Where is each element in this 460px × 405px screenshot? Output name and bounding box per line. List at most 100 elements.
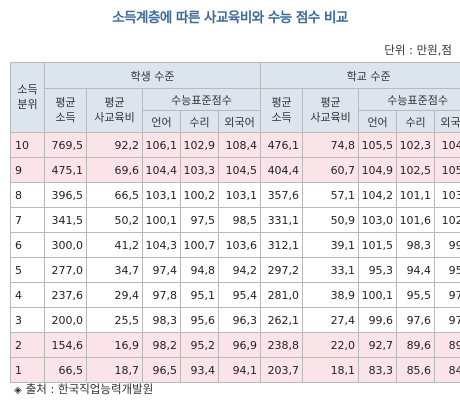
cell-student-math: 95,1 bbox=[180, 282, 219, 308]
table-row: 8 396,5 66,5 103,1 100,2 103,1 357,6 57,1 104,2 1… bbox=[10, 182, 460, 208]
cell-school-math: 101,6 bbox=[396, 207, 436, 233]
cell-rank: 5 bbox=[10, 257, 45, 283]
cell-school-korean: 95,3 bbox=[358, 257, 398, 283]
cell-student-avg-tutoring: 25,5 bbox=[86, 307, 143, 333]
cell-school-avg-income: 476,1 bbox=[260, 132, 304, 158]
cell-rank: 3 bbox=[10, 307, 45, 333]
comparison-table: 소득 분위 학생 수준 학교 수준 평균 소득 평균 사교육비 수능표준점수 평… bbox=[10, 62, 460, 383]
cell-school-avg-tutoring: 22,0 bbox=[302, 332, 360, 358]
cell-school-avg-tutoring: 39,1 bbox=[302, 232, 360, 258]
header-student-korean: 언어 bbox=[142, 110, 181, 133]
cell-school-avg-tutoring: 38,9 bbox=[302, 282, 360, 308]
cell-rank: 2 bbox=[10, 332, 45, 358]
source-text: 출처 : 한국직업능력개발원 bbox=[25, 382, 154, 396]
cell-student-math: 103,3 bbox=[180, 157, 219, 183]
cell-school-math: 85,6 bbox=[396, 357, 436, 383]
cell-school-math: 94,4 bbox=[396, 257, 436, 283]
table-row: 3 200,0 25,5 98,3 95,6 96,3 262,1 27,4 99,6 97,6 9… bbox=[10, 307, 460, 333]
cell-school-avg-income: 262,1 bbox=[260, 307, 304, 333]
cell-rank: 1 bbox=[10, 357, 45, 383]
cell-school-avg-income: 238,8 bbox=[260, 332, 304, 358]
cell-school-math: 101,1 bbox=[396, 182, 436, 208]
cell-student-english: 95,4 bbox=[217, 282, 262, 308]
header-student-avg-income: 평균 소득 bbox=[44, 88, 87, 133]
table-row: 10 769,5 92,2 106,1 102,9 108,4 476,1 74,8 105,5… bbox=[10, 132, 460, 158]
cell-school-avg-income: 281,0 bbox=[260, 282, 304, 308]
table-row: 5 277,0 34,7 97,4 94,8 94,2 297,2 33,1 95,3 94,4 9… bbox=[10, 257, 460, 283]
table-row: 9 475,1 69,6 104,4 103,3 104,5 404,4 60,7 104,9 1… bbox=[10, 157, 460, 183]
cell-school-english: 103,7 bbox=[434, 182, 460, 208]
source-note: ◈ 출처 : 한국직업능력개발원 bbox=[14, 381, 153, 397]
cell-student-math: 97,5 bbox=[180, 207, 219, 233]
cell-student-english: 96,3 bbox=[217, 307, 262, 333]
cell-student-avg-tutoring: 29,4 bbox=[86, 282, 143, 308]
cell-student-korean: 98,3 bbox=[142, 307, 181, 333]
cell-school-english: 97,8 bbox=[434, 282, 460, 308]
cell-school-math: 97,6 bbox=[396, 307, 436, 333]
cell-school-avg-tutoring: 74,8 bbox=[302, 132, 360, 158]
cell-school-korean: 103,0 bbox=[358, 207, 398, 233]
cell-student-avg-tutoring: 34,7 bbox=[86, 257, 143, 283]
header-rank: 소득 분위 bbox=[10, 62, 45, 133]
cell-student-english: 94,1 bbox=[217, 357, 262, 383]
header-school-korean: 언어 bbox=[358, 110, 398, 133]
cell-rank: 4 bbox=[10, 282, 45, 308]
cell-student-avg-tutoring: 16,9 bbox=[86, 332, 143, 358]
header-student-avg-income-label: 평균 소득 bbox=[55, 95, 76, 124]
cell-student-korean: 100,1 bbox=[142, 207, 181, 233]
cell-school-english: 84,1 bbox=[434, 357, 460, 383]
table-row: 6 300,0 41,2 104,3 100,7 103,6 312,1 39,1 101,5 9… bbox=[10, 232, 460, 258]
cell-student-avg-tutoring: 41,2 bbox=[86, 232, 143, 258]
header-school-level: 학교 수준 bbox=[260, 62, 460, 89]
cell-student-math: 95,2 bbox=[180, 332, 219, 358]
cell-school-avg-income: 357,6 bbox=[260, 182, 304, 208]
cell-school-korean: 105,5 bbox=[358, 132, 398, 158]
cell-school-korean: 100,1 bbox=[358, 282, 398, 308]
unit-label: 단위 : 만원,점 bbox=[384, 43, 452, 57]
cell-student-avg-tutoring: 18,7 bbox=[86, 357, 143, 383]
cell-student-avg-income: 200,0 bbox=[44, 307, 87, 333]
cell-school-english: 95,1 bbox=[434, 257, 460, 283]
diamond-bullet-icon: ◈ bbox=[14, 385, 22, 396]
cell-student-math: 93,4 bbox=[180, 357, 219, 383]
cell-student-avg-income: 154,6 bbox=[44, 332, 87, 358]
cell-student-avg-income: 300,0 bbox=[44, 232, 87, 258]
cell-school-english: 97,0 bbox=[434, 307, 460, 333]
cell-student-korean: 97,4 bbox=[142, 257, 181, 283]
cell-student-english: 108,4 bbox=[217, 132, 262, 158]
cell-school-math: 95,5 bbox=[396, 282, 436, 308]
header-student-csat: 수능표준점수 bbox=[141, 88, 262, 111]
header-school-avg-income: 평균 소득 bbox=[260, 88, 304, 133]
cell-school-avg-tutoring: 33,1 bbox=[302, 257, 360, 283]
cell-school-avg-tutoring: 60,7 bbox=[302, 157, 360, 183]
cell-student-avg-tutoring: 92,2 bbox=[86, 132, 143, 158]
cell-student-english: 103,1 bbox=[217, 182, 262, 208]
cell-student-korean: 97,8 bbox=[142, 282, 181, 308]
cell-student-math: 100,2 bbox=[180, 182, 219, 208]
header-school-english: 외국어 bbox=[434, 110, 460, 133]
cell-school-avg-income: 203,7 bbox=[260, 357, 304, 383]
cell-student-korean: 96,5 bbox=[142, 357, 181, 383]
cell-student-avg-income: 769,5 bbox=[44, 132, 87, 158]
cell-student-avg-income: 475,1 bbox=[44, 157, 87, 183]
cell-rank: 8 bbox=[10, 182, 45, 208]
cell-school-avg-income: 312,1 bbox=[260, 232, 304, 258]
cell-school-avg-tutoring: 27,4 bbox=[302, 307, 360, 333]
cell-school-korean: 92,7 bbox=[358, 332, 398, 358]
cell-student-avg-income: 341,5 bbox=[44, 207, 87, 233]
cell-student-avg-income: 66,5 bbox=[44, 357, 87, 383]
header-school-avg-tutoring: 평균 사교육비 bbox=[302, 88, 360, 133]
cell-school-math: 98,3 bbox=[396, 232, 436, 258]
cell-student-korean: 106,1 bbox=[142, 132, 181, 158]
table-title: 소득계층에 따른 사교육비와 수능 점수 비교 bbox=[112, 10, 348, 26]
cell-student-korean: 103,1 bbox=[142, 182, 181, 208]
cell-student-math: 95,6 bbox=[180, 307, 219, 333]
cell-student-avg-tutoring: 50,2 bbox=[86, 207, 143, 233]
cell-student-english: 103,6 bbox=[217, 232, 262, 258]
header-school-avg-tutoring-label: 평균 사교육비 bbox=[310, 95, 351, 124]
cell-school-math: 89,6 bbox=[396, 332, 436, 358]
cell-school-korean: 83,3 bbox=[358, 357, 398, 383]
cell-school-english: 104,8 bbox=[434, 132, 460, 158]
cell-school-avg-tutoring: 18,1 bbox=[302, 357, 360, 383]
cell-rank: 7 bbox=[10, 207, 45, 233]
